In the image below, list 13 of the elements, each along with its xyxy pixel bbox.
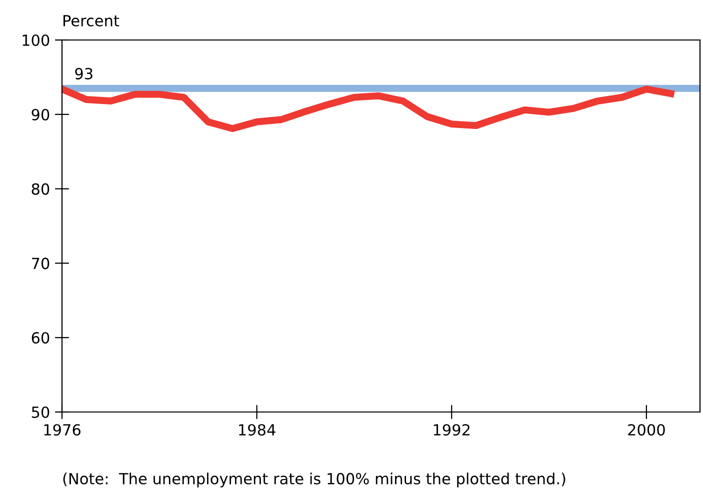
x-tick-label: 2000 bbox=[628, 424, 665, 436]
x-tick-label: 1976 bbox=[44, 424, 80, 436]
y-tick-label: 60 bbox=[32, 332, 50, 344]
y-tick-label: 50 bbox=[32, 406, 50, 418]
x-tick-label: 1992 bbox=[434, 424, 470, 436]
text: (Note: The unemployment rate is 100% minus the plotted trend.) bbox=[63, 472, 566, 488]
y-tick-label: 90 bbox=[32, 108, 50, 120]
y-tick-label: 80 bbox=[32, 183, 50, 195]
y-tick-label: 100 bbox=[22, 34, 50, 46]
y-tick-label: 70 bbox=[32, 258, 50, 270]
y-axis-title: Percent bbox=[64, 15, 120, 26]
ref-line-label: 93 bbox=[75, 68, 92, 80]
x-tick-label: 1984 bbox=[239, 424, 276, 436]
